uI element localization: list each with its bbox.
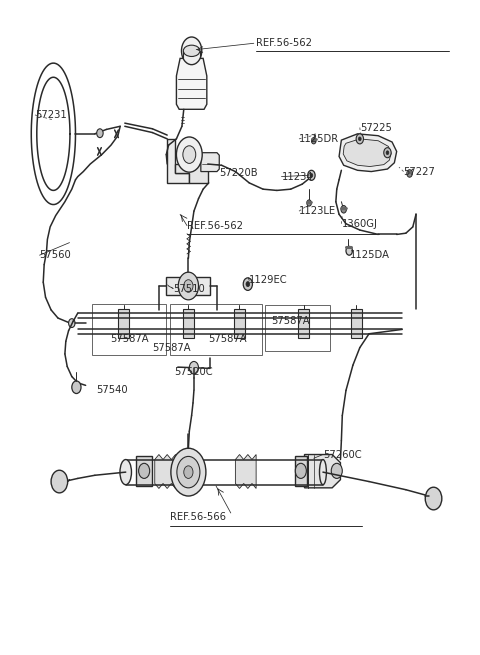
Text: 1125DA: 1125DA xyxy=(349,250,390,260)
Text: REF.56-566: REF.56-566 xyxy=(170,512,226,523)
Circle shape xyxy=(310,174,313,178)
Polygon shape xyxy=(176,164,208,183)
Polygon shape xyxy=(343,139,391,166)
Ellipse shape xyxy=(183,45,200,56)
Circle shape xyxy=(356,134,363,144)
Circle shape xyxy=(407,170,412,178)
Text: 57520C: 57520C xyxy=(175,367,213,377)
Circle shape xyxy=(177,457,200,488)
Text: 1129EC: 1129EC xyxy=(249,275,288,286)
Circle shape xyxy=(51,470,68,493)
Circle shape xyxy=(243,278,252,290)
Polygon shape xyxy=(119,309,130,338)
Text: 57587A: 57587A xyxy=(271,316,310,326)
Text: 1125DR: 1125DR xyxy=(299,134,339,144)
Circle shape xyxy=(96,129,103,138)
Text: 57540: 57540 xyxy=(96,385,128,396)
Polygon shape xyxy=(136,457,153,486)
Text: 57587A: 57587A xyxy=(153,343,191,352)
Circle shape xyxy=(183,146,196,163)
Ellipse shape xyxy=(320,460,326,485)
Text: 57225: 57225 xyxy=(360,122,392,132)
Circle shape xyxy=(189,362,199,374)
Text: 11234: 11234 xyxy=(281,172,313,181)
Polygon shape xyxy=(339,134,396,172)
Text: 57560: 57560 xyxy=(39,250,72,260)
Polygon shape xyxy=(177,58,207,109)
Text: 1123LE: 1123LE xyxy=(299,206,336,216)
Circle shape xyxy=(312,138,316,144)
Polygon shape xyxy=(295,457,307,486)
Polygon shape xyxy=(166,277,210,295)
Circle shape xyxy=(384,147,391,158)
Circle shape xyxy=(139,463,150,478)
Text: 57587A: 57587A xyxy=(110,334,149,344)
Circle shape xyxy=(184,280,193,292)
Circle shape xyxy=(425,487,442,510)
Polygon shape xyxy=(304,455,340,488)
Polygon shape xyxy=(350,309,361,338)
Circle shape xyxy=(72,381,81,394)
Circle shape xyxy=(386,151,389,155)
Circle shape xyxy=(307,200,312,206)
Text: REF.56-562: REF.56-562 xyxy=(187,221,243,231)
Circle shape xyxy=(184,466,193,478)
Text: 57220B: 57220B xyxy=(219,168,258,178)
Circle shape xyxy=(181,37,202,65)
Circle shape xyxy=(346,246,352,255)
Circle shape xyxy=(331,463,342,478)
Circle shape xyxy=(246,282,250,287)
Polygon shape xyxy=(167,139,189,183)
Circle shape xyxy=(359,137,361,141)
Text: 57510: 57510 xyxy=(173,284,205,293)
Circle shape xyxy=(171,448,206,496)
Circle shape xyxy=(295,463,306,478)
Text: 57231: 57231 xyxy=(35,110,67,120)
Text: 57227: 57227 xyxy=(404,166,435,177)
Circle shape xyxy=(177,137,202,172)
Text: REF.56-562: REF.56-562 xyxy=(256,38,312,48)
Circle shape xyxy=(308,170,315,180)
Circle shape xyxy=(69,319,75,328)
Ellipse shape xyxy=(120,460,132,485)
Text: 57587A: 57587A xyxy=(208,334,246,344)
Polygon shape xyxy=(183,309,194,338)
Circle shape xyxy=(341,206,347,213)
Polygon shape xyxy=(201,153,219,172)
Polygon shape xyxy=(155,455,188,489)
Polygon shape xyxy=(234,309,245,338)
Polygon shape xyxy=(298,309,309,338)
Text: 1360GJ: 1360GJ xyxy=(341,219,377,229)
Text: 57260C: 57260C xyxy=(323,449,361,460)
Polygon shape xyxy=(235,455,256,489)
Circle shape xyxy=(178,272,199,300)
